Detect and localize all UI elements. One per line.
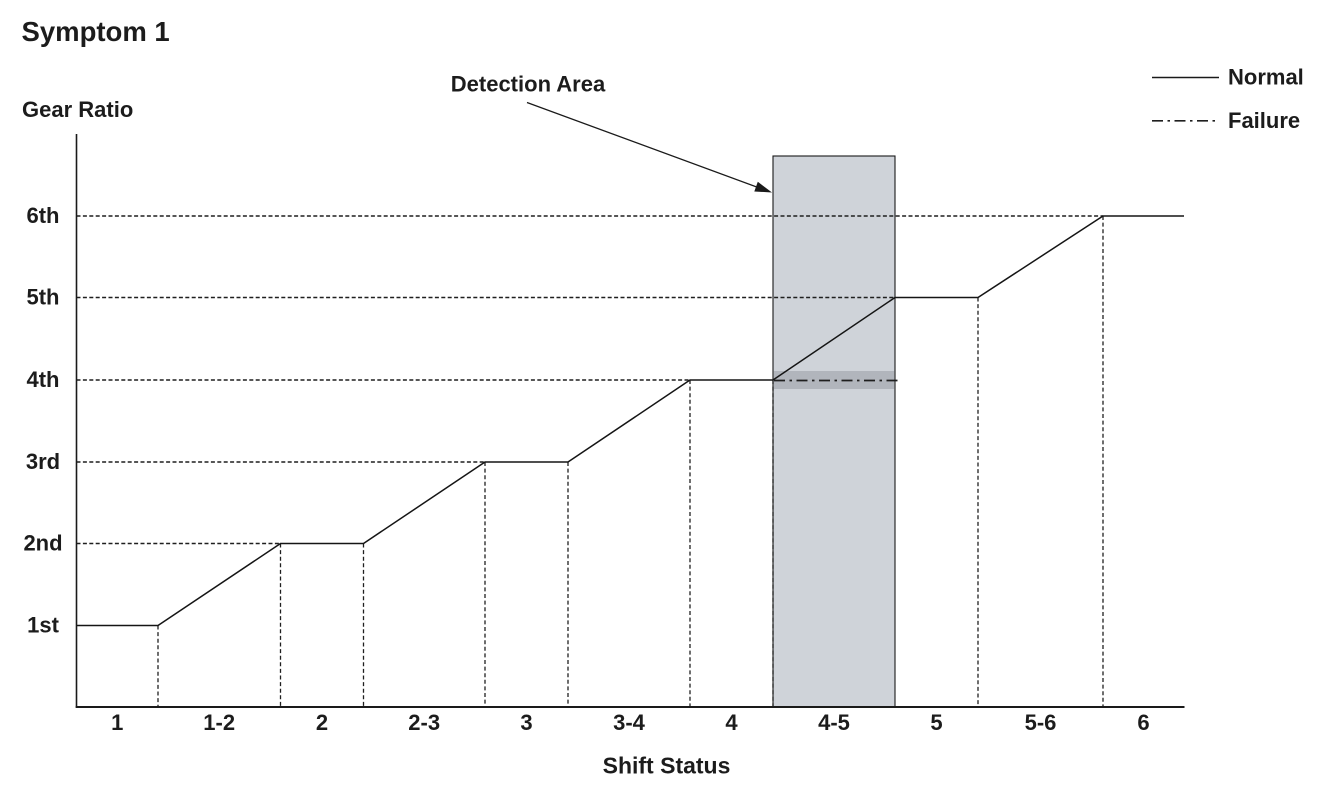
svg-text:1st: 1st: [27, 613, 59, 638]
svg-text:2nd: 2nd: [23, 531, 62, 556]
svg-text:5-6: 5-6: [1025, 710, 1057, 735]
svg-text:5: 5: [930, 710, 942, 735]
svg-text:Normal: Normal: [1228, 65, 1304, 90]
svg-text:Failure: Failure: [1228, 108, 1300, 133]
svg-text:2: 2: [316, 710, 328, 735]
svg-text:2-3: 2-3: [408, 710, 440, 735]
svg-text:4-5: 4-5: [818, 710, 850, 735]
svg-text:Detection Area: Detection Area: [451, 72, 606, 97]
svg-text:Gear Ratio: Gear Ratio: [22, 97, 133, 122]
svg-text:Symptom 1: Symptom 1: [22, 16, 170, 47]
svg-text:4th: 4th: [27, 367, 60, 392]
svg-text:6th: 6th: [27, 203, 60, 228]
svg-text:4: 4: [725, 710, 738, 735]
svg-text:Shift Status: Shift Status: [603, 753, 731, 779]
svg-text:3-4: 3-4: [613, 710, 646, 735]
svg-text:1-2: 1-2: [203, 710, 235, 735]
svg-text:3rd: 3rd: [26, 449, 60, 474]
svg-text:1: 1: [111, 710, 123, 735]
svg-text:5th: 5th: [27, 285, 60, 310]
svg-text:3: 3: [520, 710, 532, 735]
svg-text:6: 6: [1137, 710, 1149, 735]
